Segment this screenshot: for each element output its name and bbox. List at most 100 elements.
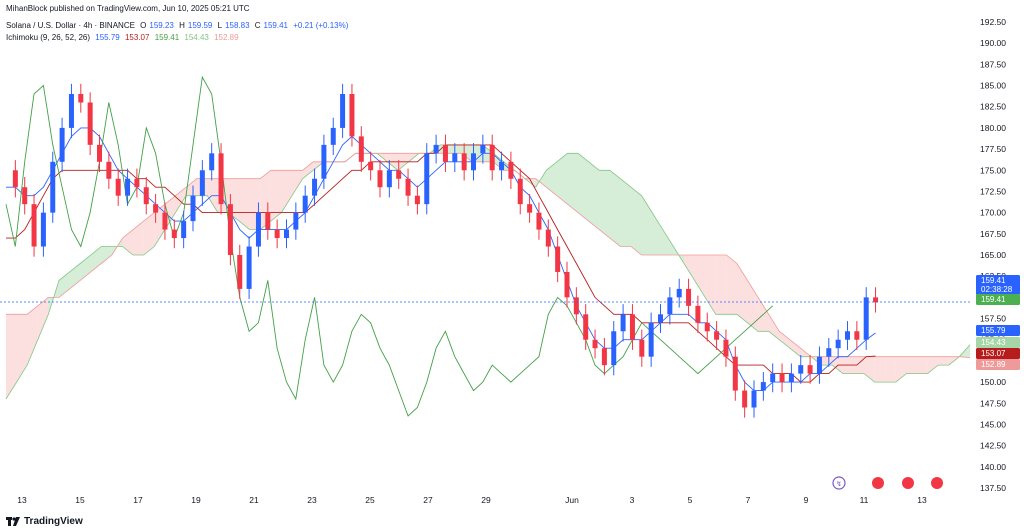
candle-body (312, 178, 318, 196)
candle-body (246, 246, 252, 289)
tenkan-line (6, 127, 876, 392)
price-tag-countdown: 02:38:28 (981, 285, 1013, 294)
open-value: 159.23 (149, 21, 174, 30)
candle-body (50, 161, 56, 213)
candle-body (12, 170, 18, 188)
cloud-segment (292, 170, 303, 196)
low-value: 158.83 (225, 21, 250, 30)
cloud-segment (101, 246, 112, 264)
x-tick-label: 7 (746, 495, 751, 505)
tradingview-icon (6, 517, 20, 526)
candle-body (648, 322, 654, 357)
cloud-segment (874, 356, 886, 383)
candle-body (302, 195, 308, 213)
cloud-segment (6, 314, 17, 400)
candle-body (742, 390, 748, 408)
cloud-segment (927, 356, 939, 374)
cloud-segment (281, 170, 293, 213)
ichimoku-label: Ichimoku (9, 26, 52, 26) (6, 33, 91, 42)
candle-body (658, 314, 663, 323)
cloud-segment (546, 161, 557, 196)
y-tick-label: 187.50 (980, 59, 1006, 69)
x-tick-label: 19 (191, 495, 201, 505)
tradingview-logo[interactable]: TradingView (6, 516, 83, 527)
cloud-segment (620, 178, 632, 247)
candle-body (714, 331, 720, 340)
y-tick-label: 177.50 (980, 144, 1006, 154)
cloud-segment (164, 195, 176, 230)
candle-body (452, 153, 458, 162)
x-tick-label: 21 (249, 495, 259, 505)
y-tick-label: 157.50 (980, 314, 1006, 324)
candle-body (424, 153, 430, 205)
candle-body (695, 305, 701, 323)
candle-body (779, 373, 785, 383)
cloud-segment (715, 255, 727, 315)
candle-body (527, 204, 533, 213)
candle-body (22, 187, 28, 205)
high-value: 159.59 (187, 21, 213, 30)
candle-body (330, 127, 336, 145)
svg-text:↯: ↯ (836, 480, 842, 488)
x-tick-label: 15 (75, 495, 85, 505)
cloud-segment (154, 204, 165, 247)
candle-body (227, 204, 233, 255)
y-tick-label: 147.50 (980, 398, 1006, 408)
candle-body (611, 331, 617, 366)
candle-body (536, 212, 542, 230)
change-value: +0.21 (+0.13%) (293, 21, 349, 30)
candle-body (564, 271, 570, 298)
cloud-segment (239, 178, 250, 230)
candle-body (863, 297, 869, 340)
candle-body (686, 288, 692, 306)
lagging-line (5, 75, 774, 417)
candle-body (471, 153, 476, 171)
cloud-segment (556, 153, 568, 205)
x-axis: 13 15 17 19 21 23 25 27 29 Jun 3 5 7 9 11 13 (17, 495, 927, 505)
cloud-segment (631, 187, 642, 255)
cloud-segment (143, 212, 155, 255)
flag-us-icon (902, 477, 914, 489)
y-axis: 192.50 190.00 187.50 185.00 182.50 180.00 177.… (980, 17, 1006, 493)
candle-body (190, 195, 196, 222)
candle-body (274, 229, 280, 239)
price-tag-value: 159.41 (981, 295, 1006, 304)
candle-body (181, 221, 187, 239)
candle-body (321, 144, 327, 179)
candle-body (517, 178, 523, 205)
candle-body (106, 161, 112, 179)
candle-body (414, 195, 420, 205)
candle-body (499, 161, 505, 171)
x-tick-label: 17 (133, 495, 143, 505)
candle-body (125, 178, 131, 196)
cloud-segment (652, 212, 663, 255)
candle-body (209, 153, 215, 171)
candle-body (704, 322, 710, 332)
candle-body (807, 365, 813, 374)
cloud-segment (726, 255, 737, 315)
cloud-segment (175, 187, 187, 213)
candle-body (433, 144, 439, 154)
x-tick-label: 23 (307, 495, 317, 505)
x-tick-label: 29 (481, 495, 491, 505)
cloud-segment (609, 170, 621, 247)
candle-body (143, 187, 149, 205)
symbol-name: Solana / U.S. Dollar · 4h · BINANCE (6, 21, 135, 30)
candle-body (293, 212, 299, 230)
y-tick-label: 150.00 (980, 377, 1006, 387)
x-tick-label: 5 (688, 495, 693, 505)
cloud-segment (683, 255, 695, 281)
y-tick-label: 142.50 (980, 441, 1006, 451)
price-tag (976, 359, 1020, 370)
y-tick-label: 170.00 (980, 208, 1006, 218)
ichimoku-cloud (5, 144, 971, 400)
candle-body (583, 314, 589, 340)
candle-body (639, 339, 645, 357)
cloud-segment (789, 339, 801, 357)
candle-body (798, 365, 804, 374)
cloud-segment (705, 255, 716, 315)
candle-body (97, 144, 102, 162)
candle-body (480, 144, 486, 154)
